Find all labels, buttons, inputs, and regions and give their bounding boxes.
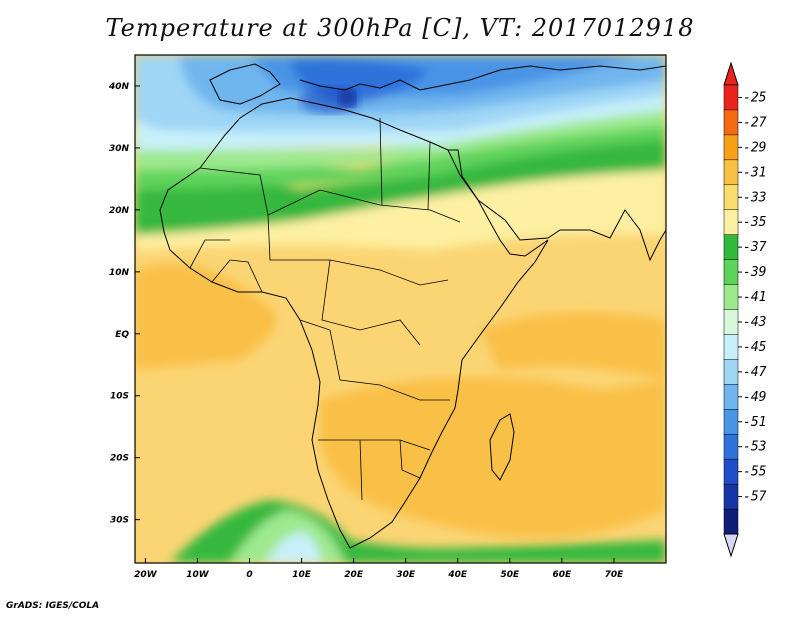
colorbar-label: -29 xyxy=(743,140,766,155)
colorbar-label: -27 xyxy=(743,115,767,130)
colorbar-segment xyxy=(723,84,739,111)
colorbar-segment xyxy=(723,284,739,311)
colorbar-segment xyxy=(723,483,739,510)
lon-label: 70E xyxy=(605,570,625,580)
longitude-labels: 20W 10W 0 10E 20E 30E 40E 50E 60E 70E xyxy=(134,558,624,580)
colorbar-bottom-arrow xyxy=(723,533,739,558)
credit-text: GrADS: IGES/COLA xyxy=(6,601,100,611)
country-borders xyxy=(189,117,461,501)
colorbar-label: -43 xyxy=(743,315,766,330)
colorbar-top-arrow xyxy=(723,61,739,86)
colorbar-label: -41 xyxy=(743,290,766,305)
colorbar-segment xyxy=(723,409,739,435)
colorbar-label: -51 xyxy=(743,415,766,430)
colorbar-label: -39 xyxy=(743,265,766,280)
coastlines xyxy=(159,63,666,549)
lon-label: 10E xyxy=(292,570,312,580)
colorbar-label: -35 xyxy=(743,215,767,230)
colorbar-segment xyxy=(723,309,739,336)
lat-label: 20N xyxy=(109,206,130,216)
colorbar-segment xyxy=(723,508,739,535)
plot-frame xyxy=(134,54,667,564)
lat-label: 40N xyxy=(108,82,130,92)
lon-label: 60E xyxy=(553,570,573,580)
colorbar-segment xyxy=(723,134,739,161)
lon-label: 0 xyxy=(246,570,252,580)
colorbar-segment xyxy=(723,334,739,361)
lon-label: 50E xyxy=(500,570,520,580)
colorbar-label: -49 xyxy=(743,390,766,405)
latitude-labels: 40N 30N 20N 10N EQ 10S 20S 30S xyxy=(108,82,140,526)
lat-label: 30N xyxy=(109,144,130,154)
colorbar-segment xyxy=(723,259,739,286)
colorbar-label: -57 xyxy=(743,490,767,505)
lon-label: 10W xyxy=(186,570,210,580)
colorbar-segment xyxy=(723,109,739,136)
colorbar-label: -53 xyxy=(743,440,766,455)
lat-label: 10S xyxy=(110,392,129,402)
colorbar-label: -37 xyxy=(743,240,767,255)
colorbar-segment xyxy=(723,433,739,460)
colorbar-label: -31 xyxy=(743,165,766,180)
lat-label: EQ xyxy=(115,330,129,340)
lat-label: 30S xyxy=(110,516,129,526)
colorbar-label: -45 xyxy=(743,340,767,355)
colorbar-segment xyxy=(723,209,739,236)
colorbar-label: -47 xyxy=(743,365,767,380)
colorbar-segment xyxy=(723,359,739,386)
temperature-field xyxy=(135,55,666,563)
colorbar-label: -25 xyxy=(743,90,767,105)
lat-label: 10N xyxy=(109,268,130,278)
colorbar-segment xyxy=(723,159,739,186)
lon-label: 20W xyxy=(134,570,158,580)
lat-label: 20S xyxy=(110,454,129,464)
colorbar-segment xyxy=(723,184,739,211)
colorbar-segment xyxy=(723,458,739,485)
lon-label: 20E xyxy=(344,570,364,580)
lon-label: 30E xyxy=(396,570,416,580)
colorbar-label: -55 xyxy=(743,465,767,480)
colorbar: -25 -27 -29 -31 -33 -35 -37 -39 -41 -43 -45 -47 -49 -… xyxy=(723,61,767,558)
colorbar-segment xyxy=(723,384,739,411)
map-title: Temperature at 300hPa [C], VT: 201701291… xyxy=(105,14,695,42)
colorbar-segment xyxy=(723,234,739,261)
lon-label: 40E xyxy=(447,570,468,580)
colorbar-label: -33 xyxy=(743,190,766,205)
